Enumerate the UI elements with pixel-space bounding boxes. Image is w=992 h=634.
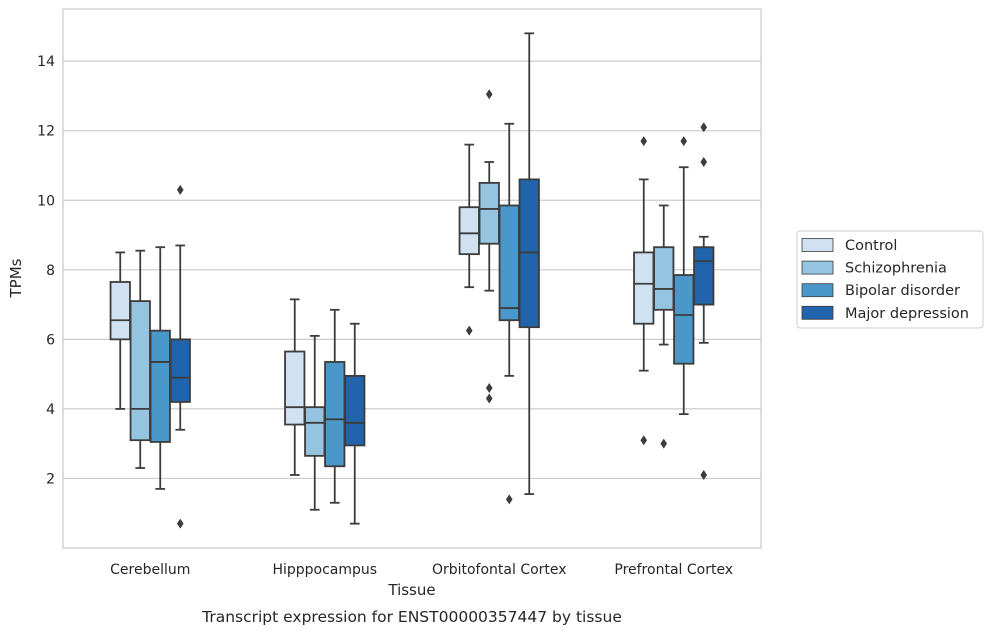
box-groups [109, 32, 715, 529]
y-axis-title: TPMs [7, 258, 25, 298]
box-body [344, 374, 366, 447]
x-axis-title: Tissue [387, 581, 435, 599]
x-tick-labels: Cerebellum Hipppocampus Orbitofontal Corte… [110, 562, 733, 578]
box-body [633, 251, 655, 325]
box-body [149, 329, 171, 443]
legend-swatch [801, 283, 834, 298]
box-body [304, 406, 326, 457]
box-plot [344, 322, 366, 525]
legend-label: Major depression [845, 306, 969, 322]
legend-swatch [801, 260, 834, 275]
box-body [129, 300, 151, 442]
box-plot [149, 246, 171, 490]
outlier-point [485, 89, 493, 100]
chart-caption: Transcript expression for ENST0000035744… [201, 608, 622, 626]
y-tick-label: 8 [46, 263, 55, 279]
box-plot [693, 122, 715, 480]
x-tick-label: Hipppocampus [272, 562, 377, 578]
outlier-point [485, 383, 493, 394]
y-tick-label: 4 [46, 402, 55, 418]
y-tick-label: 6 [46, 332, 55, 348]
box-body [458, 206, 480, 256]
box-body [498, 204, 520, 322]
legend-label: Control [845, 238, 897, 254]
box-body [478, 181, 500, 245]
box-plot [478, 89, 500, 404]
legend-frame [796, 230, 984, 329]
box-body [324, 361, 346, 468]
legend: Control Schizophrenia Bipolar disorder Majo… [796, 230, 984, 329]
box-plot [633, 136, 655, 446]
y-tick-label: 14 [37, 54, 55, 70]
box-plot [498, 122, 520, 505]
outlier-point [660, 438, 668, 449]
x-tick-label: Cerebellum [110, 562, 190, 578]
box-body [284, 350, 306, 426]
outlier-point [465, 325, 473, 336]
outlier-point [700, 469, 708, 480]
y-tick-labels: 2 4 6 8 10 12 14 [37, 54, 55, 487]
outlier-point [700, 157, 708, 168]
y-grid [63, 60, 761, 480]
outlier-point [640, 435, 648, 446]
box-body [169, 338, 191, 403]
outlier-point [680, 136, 688, 147]
outlier-point [176, 184, 184, 195]
outlier-point [176, 518, 184, 529]
box-body [693, 246, 715, 306]
legend-swatch [801, 305, 834, 320]
y-tick-label: 2 [46, 471, 55, 487]
outlier-point [505, 494, 513, 505]
box-plot [518, 32, 540, 496]
box-body [673, 274, 695, 365]
legend-label: Schizophrenia [845, 261, 947, 277]
box-body [109, 281, 131, 341]
box-body [653, 246, 675, 311]
outlier-point [700, 122, 708, 133]
box-plot [673, 136, 695, 416]
x-tick-label: Prefrontal Cortex [614, 562, 733, 578]
box-plot [169, 184, 191, 529]
box-plot [284, 298, 306, 476]
y-tick-label: 12 [37, 124, 55, 140]
x-tick-label: Orbitofontal Cortex [432, 562, 567, 578]
y-tick-label: 10 [37, 193, 55, 209]
outlier-point [640, 136, 648, 147]
box-plot [324, 308, 346, 504]
legend-label: Bipolar disorder [845, 283, 960, 299]
outlier-point [485, 393, 493, 404]
legend-swatch [801, 238, 834, 252]
